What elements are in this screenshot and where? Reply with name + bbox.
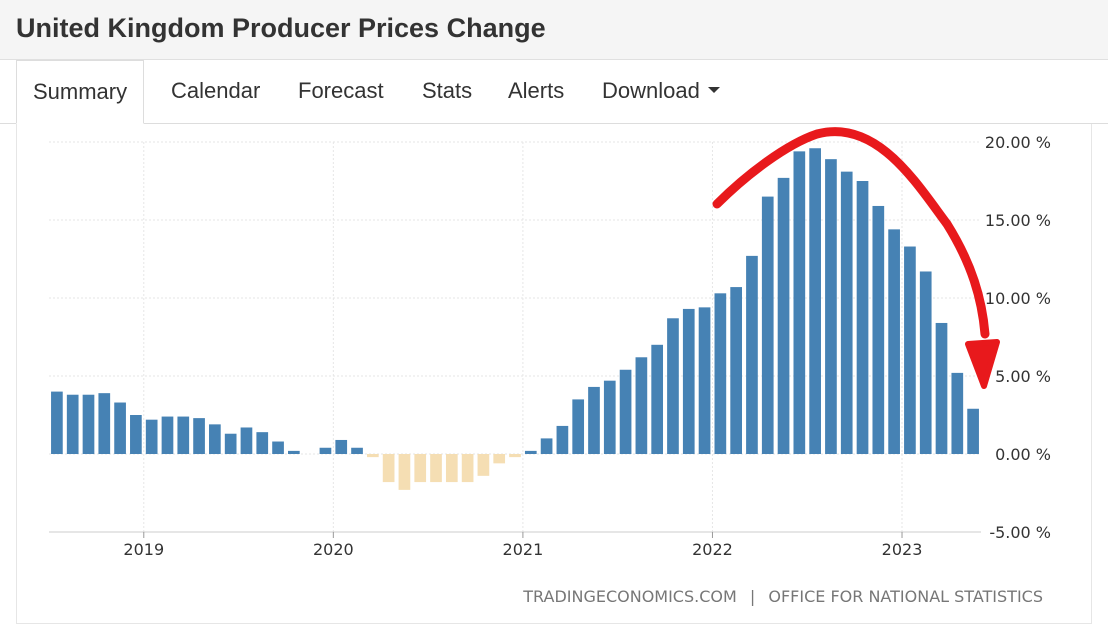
bar-2022-09[interactable] <box>840 171 853 454</box>
tab-bar: Summary Calendar Forecast Stats Alerts D… <box>0 60 1108 124</box>
annotation-arrow <box>712 127 990 339</box>
bar-2019-10[interactable] <box>288 450 300 454</box>
bar-2021-03[interactable] <box>556 425 569 454</box>
bar-2019-12[interactable] <box>319 447 332 454</box>
bar-2022-08[interactable] <box>825 159 837 454</box>
y-tick-label: 15.00 % <box>985 211 1051 230</box>
tab-download-label: Download <box>602 78 700 103</box>
bar-2019-01[interactable] <box>145 419 158 454</box>
bar-2018-07[interactable] <box>51 391 63 454</box>
bar-2022-03[interactable] <box>746 255 758 454</box>
x-tick-label: 2019 <box>123 540 164 559</box>
bar-2018-09[interactable] <box>82 394 95 454</box>
bar-2020-03[interactable] <box>366 454 379 458</box>
bar-2022-06[interactable] <box>793 151 806 455</box>
tab-summary[interactable]: Summary <box>16 60 145 124</box>
bar-2020-09[interactable] <box>461 454 474 483</box>
bar-2021-12[interactable] <box>698 307 711 454</box>
tab-download[interactable]: Download <box>602 60 720 123</box>
bar-2020-07[interactable] <box>430 454 442 483</box>
tab-forecast[interactable]: Forecast <box>298 78 384 103</box>
tab-alerts[interactable]: Alerts <box>508 78 565 103</box>
x-tick-label: 2023 <box>882 540 923 559</box>
bar-2022-07[interactable] <box>809 148 821 455</box>
y-tick-label: 0.00 % <box>995 445 1051 464</box>
bar-2021-06[interactable] <box>603 380 616 454</box>
x-tick-label: 2020 <box>313 540 354 559</box>
y-tick-label: 10.00 % <box>985 289 1051 308</box>
bar-2020-12[interactable] <box>509 454 521 458</box>
bar-2019-05[interactable] <box>209 424 221 454</box>
bar-2021-05[interactable] <box>588 386 600 454</box>
tab-stats[interactable]: Stats <box>422 78 473 103</box>
bar-2022-01[interactable] <box>714 293 727 454</box>
source-site: TRADINGECONOMICS.COM <box>522 587 737 606</box>
source-office: OFFICE FOR NATIONAL STATISTICS <box>768 587 1043 606</box>
source-credit: TRADINGECONOMICS.COM | OFFICE FOR NATION… <box>522 587 1043 606</box>
bar-2020-04[interactable] <box>382 454 395 483</box>
bar-2023-04[interactable] <box>951 372 964 454</box>
tab-calendar[interactable]: Calendar <box>171 78 261 103</box>
bar-2020-01[interactable] <box>335 439 348 454</box>
bar-2020-02[interactable] <box>351 447 363 454</box>
y-tick-label: 20.00 % <box>985 133 1051 152</box>
bar-layer <box>51 148 979 490</box>
x-axis: 2019 2020 2021 2022 2023 <box>123 532 922 559</box>
bar-2023-05[interactable] <box>967 408 979 454</box>
bar-2020-10[interactable] <box>477 454 490 476</box>
bar-2019-04[interactable] <box>193 418 205 454</box>
bar-2021-09[interactable] <box>651 344 664 454</box>
y-tick-label: -5.00 % <box>989 523 1051 542</box>
bar-2018-11[interactable] <box>114 402 126 454</box>
x-tick-label: 2022 <box>692 540 733 559</box>
caret-down-icon <box>707 87 720 94</box>
bar-2021-10[interactable] <box>667 318 679 454</box>
bar-2021-07[interactable] <box>619 369 632 454</box>
y-tick-label: 5.00 % <box>995 367 1051 386</box>
bar-2022-05[interactable] <box>777 177 790 454</box>
bar-2020-11[interactable] <box>493 454 506 464</box>
bar-2023-03[interactable] <box>935 322 948 454</box>
bar-2022-11[interactable] <box>872 205 885 454</box>
title-bar: United Kingdom Producer Prices Change <box>0 0 1108 60</box>
bar-2021-11[interactable] <box>682 308 695 454</box>
bar-2018-08[interactable] <box>66 394 79 454</box>
x-tick-label: 2021 <box>503 540 544 559</box>
bar-2021-08[interactable] <box>635 357 648 454</box>
bar-2021-01[interactable] <box>524 450 537 454</box>
annotation-arrowhead <box>965 339 1000 389</box>
bar-2019-08[interactable] <box>256 432 269 454</box>
bar-2019-09[interactable] <box>272 441 284 454</box>
chart-panel: 20.00 % 15.00 % 10.00 % 5.00 % 0.00 % -5.00 %… <box>16 124 1092 624</box>
bar-2021-04[interactable] <box>572 399 585 454</box>
page-title: United Kingdom Producer Prices Change <box>16 13 546 43</box>
bar-2022-04[interactable] <box>761 196 774 454</box>
chart: 20.00 % 15.00 % 10.00 % 5.00 % 0.00 % -5.00 %… <box>49 127 1051 606</box>
source-separator: | <box>750 587 755 606</box>
bar-2019-07[interactable] <box>240 427 253 454</box>
bar-2022-02[interactable] <box>730 287 742 454</box>
bar-2019-06[interactable] <box>224 433 237 454</box>
bar-2020-06[interactable] <box>414 454 427 483</box>
bar-2019-02[interactable] <box>161 416 174 454</box>
bar-2020-08[interactable] <box>445 454 458 483</box>
bar-2018-10[interactable] <box>98 393 111 454</box>
bar-2019-03[interactable] <box>177 416 190 454</box>
bar-2023-01[interactable] <box>904 246 916 454</box>
bar-2023-02[interactable] <box>919 271 932 454</box>
bar-2021-02[interactable] <box>540 438 553 454</box>
bar-2022-10[interactable] <box>856 181 869 454</box>
y-axis: 20.00 % 15.00 % 10.00 % 5.00 % 0.00 % -5.00 % <box>985 133 1051 542</box>
bar-2018-12[interactable] <box>130 415 142 454</box>
bar-2020-05[interactable] <box>398 454 411 490</box>
bar-2022-12[interactable] <box>888 229 900 454</box>
